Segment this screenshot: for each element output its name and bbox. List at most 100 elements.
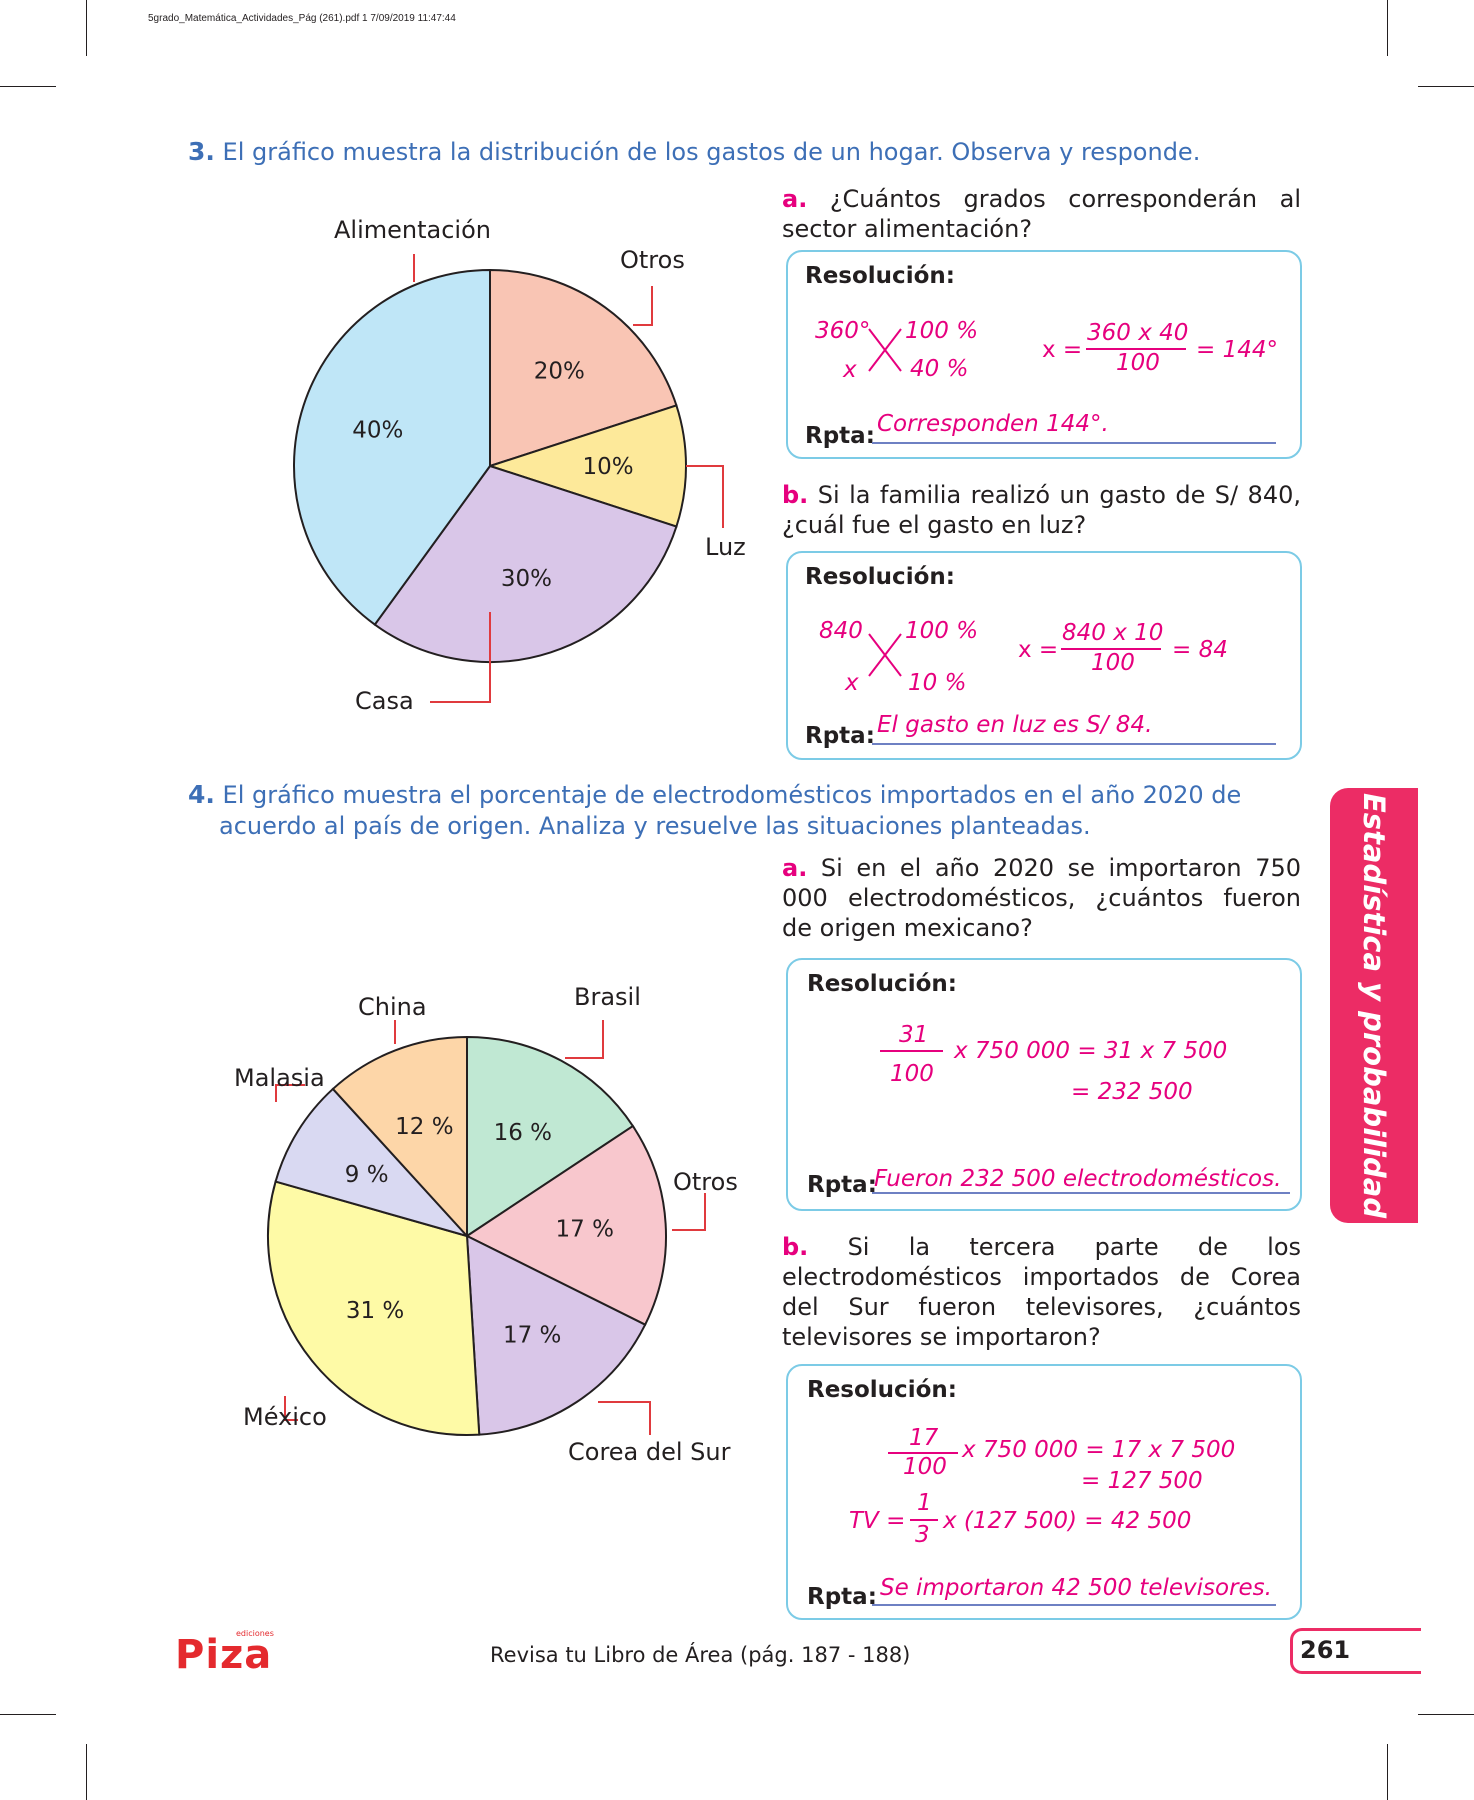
crop-mark: [86, 1744, 87, 1800]
q4-value-label: 17 %: [556, 1217, 614, 1243]
q4b-rpta-label: Rpta:: [807, 1584, 877, 1610]
q3a-cross-mark: [868, 328, 902, 372]
q4a-answer-line: [872, 1162, 1290, 1194]
page-number-box: [1290, 1628, 1421, 1674]
q4-pie-chart: 16 % 17 % 17 % 31 % 9 %12 %: [267, 1020, 706, 1436]
section-side-tab-label-wrap: Estadística y probabilidad: [1330, 788, 1418, 1223]
q3a-work-100pct: 100 %: [905, 318, 979, 344]
leader-casa: [430, 612, 491, 703]
q3b-rpta-label: Rpta:: [805, 723, 875, 749]
q4-label-corea: Corea del Sur: [568, 1438, 731, 1466]
q4b-calc-line2: = 127 500: [1081, 1468, 1203, 1494]
q4a-fraction-bar: [880, 1050, 943, 1052]
leader-luz: [686, 465, 724, 528]
q3-slice-casa: [373, 464, 678, 663]
q3-value-label: 40%: [352, 418, 403, 444]
q4b-calc-line1: x 750 000 = 17 x 7 500: [962, 1437, 1236, 1463]
q3-slice-otros: [489, 268, 678, 468]
q4a-frac-numerator: 31: [899, 1022, 929, 1048]
q4b-resolution-label: Resolución:: [807, 1377, 957, 1403]
q4-slice-m-xico: [267, 1180, 481, 1436]
q4a-question-text: Si en el año 2020 se importaron 750 000 …: [782, 854, 1301, 942]
publisher-logo-subtitle: ediciones: [236, 1629, 274, 1638]
q3-label-casa: Casa: [355, 687, 414, 715]
q3-label-alimentacion: Alimentación: [334, 216, 491, 244]
q3a-work-x: x: [843, 357, 857, 383]
q4-value-label: 9 %: [345, 1162, 389, 1188]
page-number: 261: [1300, 1636, 1351, 1664]
q4-value-label: 31 %: [346, 1298, 404, 1324]
q4-slice-otros: [465, 1124, 667, 1327]
q3b-answer: El gasto en luz es S/ 84.: [877, 712, 1153, 738]
q3b-eq-result: = 84: [1172, 637, 1228, 663]
q4a-resolution-label: Resolución:: [807, 971, 957, 997]
q3a-answer: Corresponden 144°.: [877, 411, 1109, 437]
leader-malasia: [275, 1084, 305, 1102]
q3b-letter: b.: [782, 481, 809, 509]
section-side-tab-label: Estadística y probabilidad: [1357, 792, 1391, 1219]
q4a-rpta-label: Rpta:: [807, 1172, 877, 1198]
q4a-resolution-box: [786, 958, 1302, 1211]
q4-slice-corea-del-sur: [465, 1234, 647, 1436]
crop-mark: [1418, 86, 1474, 87]
q4b-tv-fraction-bar: [910, 1519, 938, 1521]
q4b-fraction-bar: [888, 1452, 958, 1454]
q4b-letter: b.: [782, 1233, 809, 1261]
q4-title-line2: acuerdo al país de origen. Analiza y res…: [219, 812, 1091, 840]
q4-title: 4. El gráfico muestra el porcentaje de e…: [188, 780, 1241, 810]
q3a-work-360: 360°: [815, 318, 871, 344]
q3a-resolution-label: Resolución:: [805, 263, 955, 289]
leader-brasil: [565, 1020, 604, 1059]
q4-value-label: 16 %: [494, 1120, 552, 1146]
q3b-eq-denominator: 100: [1091, 650, 1135, 676]
q3-pie-chart: 20% 10% 30% 40%: [293, 254, 724, 703]
leader-otros: [633, 286, 653, 326]
q3a-letter: a.: [782, 185, 808, 213]
q3b-resolution-box: [786, 551, 1302, 760]
q3b-work-840: 840: [819, 618, 863, 644]
q3-value-label: 10%: [582, 454, 633, 480]
q4-label-malasia: Malasia: [234, 1064, 325, 1092]
q3b-eq-lhs: x =: [1018, 637, 1059, 663]
crop-mark: [0, 86, 56, 87]
leader-otros: [672, 1193, 706, 1231]
q4b-answer: Se importaron 42 500 televisores.: [880, 1575, 1272, 1601]
q4-title-line1: El gráfico muestra el porcentaje de elec…: [222, 781, 1242, 809]
q4b-answer-line: [872, 1574, 1276, 1606]
q4a-calc-line2: = 232 500: [1071, 1079, 1193, 1105]
q3b-question-text: Si la familia realizó un gasto de S/ 840…: [782, 481, 1301, 539]
q4a-question: a. Si en el año 2020 se importaron 750 0…: [782, 853, 1301, 943]
q4a-frac-denominator: 100: [890, 1061, 934, 1087]
q4-label-china: China: [358, 993, 427, 1021]
q4b-tv-denominator: 3: [915, 1522, 930, 1548]
q4b-frac-numerator: 17: [909, 1425, 939, 1451]
q4b-question: b. Si la tercera parte de los electrodom…: [782, 1232, 1301, 1352]
q4a-calc-line1: x 750 000 = 31 x 7 500: [954, 1038, 1228, 1064]
q3a-work-40pct: 40 %: [910, 356, 969, 382]
q4b-tv-lhs: TV =: [849, 1508, 906, 1534]
q4b-tv-numerator: 1: [917, 1490, 932, 1516]
q3a-resolution-box: [786, 250, 1302, 459]
section-side-tab: [1330, 788, 1418, 1223]
pdf-header: 5grado_Matemática_Actividades_Pág (261).…: [148, 13, 456, 24]
q3-title-text: El gráfico muestra la distribución de lo…: [222, 138, 1201, 166]
q3a-eq-numerator: 360 x 40: [1087, 320, 1189, 346]
q3a-fraction-bar: [1086, 348, 1186, 350]
q3-slice-luz: [486, 404, 687, 528]
q4-value-label: 12 %: [395, 1114, 453, 1140]
q3-title: 3. El gráfico muestra la distribución de…: [188, 137, 1200, 167]
q3b-cross-mark: [868, 633, 902, 677]
q4-slice-malasia: [274, 1087, 471, 1238]
publisher-logo: Piza: [175, 1632, 273, 1678]
q3b-fraction-bar: [1061, 648, 1161, 650]
leader-mexico: [284, 1396, 298, 1421]
q3-value-label: 20%: [534, 359, 585, 385]
q3b-work-10pct: 10 %: [908, 670, 967, 696]
q3-label-luz: Luz: [705, 533, 746, 561]
q3b-work-100pct: 100 %: [905, 618, 979, 644]
q3b-resolution-label: Resolución:: [805, 564, 955, 590]
q4-label-mexico: México: [243, 1403, 327, 1431]
q4b-resolution-box: [786, 1364, 1302, 1620]
q4b-question-text: Si la tercera parte de los electrodomést…: [782, 1233, 1301, 1351]
crop-mark: [0, 1714, 56, 1715]
